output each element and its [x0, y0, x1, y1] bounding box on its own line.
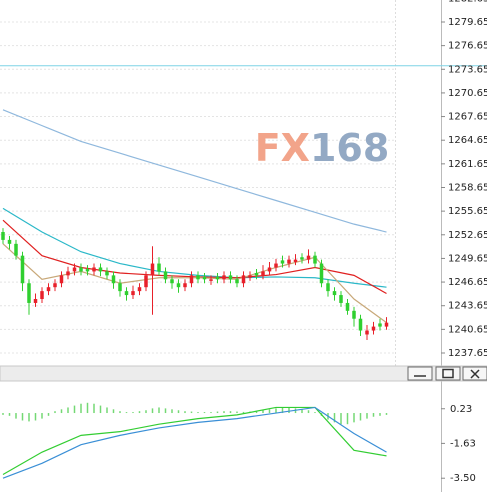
candle-body — [46, 287, 51, 292]
candle-body — [163, 271, 168, 280]
candle-body — [254, 273, 259, 276]
candle-body — [176, 283, 181, 288]
candle-body — [118, 283, 122, 292]
y-tick-label: 1249.65 — [448, 253, 487, 264]
y-tick-label: 1255.65 — [448, 206, 487, 217]
y-tick-label: 1237.65 — [448, 348, 487, 359]
candle-body — [267, 267, 272, 272]
candle-body — [1, 232, 5, 240]
y-tick-label: 1246.65 — [448, 277, 487, 288]
ma-line — [2, 406, 387, 479]
candle-body — [92, 267, 96, 272]
candle-body — [150, 263, 155, 276]
candle-body — [365, 330, 369, 335]
candle-body — [105, 271, 109, 276]
y-tick-label: 1276.65 — [448, 41, 487, 52]
ma-line — [2, 406, 387, 476]
candle-body — [20, 255, 25, 284]
candle-body — [241, 275, 246, 284]
y-tick-label: 1264.65 — [448, 135, 487, 146]
candle-body — [300, 257, 304, 260]
candle-body — [287, 259, 291, 264]
y-tick-label: 1252.65 — [448, 230, 487, 241]
macd-plot — [2, 402, 388, 479]
candle-body — [293, 259, 298, 262]
price-panel: 1282.65 1279.65 1276.65 1273.65 1270.65 1267.… — [0, 0, 487, 359]
candle-body — [358, 318, 363, 331]
watermark: FX168 — [255, 126, 390, 170]
ma-line — [2, 109, 387, 233]
y-tick-label: 1270.65 — [448, 88, 487, 99]
candle-body — [306, 255, 311, 260]
candle-body — [144, 275, 148, 288]
candle-body — [313, 255, 317, 264]
candle-body — [72, 267, 77, 272]
watermark-prefix: FX — [255, 126, 310, 170]
candle-body — [85, 269, 90, 272]
panel-bar — [0, 365, 487, 382]
candle-body — [378, 323, 382, 327]
watermark-suffix: 168 — [310, 126, 389, 170]
candle-body — [215, 276, 220, 280]
y-tick-label: 1279.65 — [448, 17, 487, 28]
candle-body — [332, 291, 337, 296]
y-tick-label: 1261.65 — [448, 159, 487, 170]
y-tick-label: -3.50 — [450, 473, 476, 484]
candle-body — [59, 275, 64, 284]
candle-body — [371, 326, 376, 331]
candle-body — [274, 263, 278, 268]
candle-body — [326, 283, 330, 292]
candle-body — [202, 276, 207, 280]
candle-body — [384, 322, 389, 327]
candle-body — [157, 263, 161, 272]
candle-body — [124, 291, 129, 296]
maximize-button[interactable] — [435, 366, 461, 381]
candle-body — [53, 283, 57, 288]
candle-body — [235, 279, 239, 284]
candle-body — [261, 271, 265, 276]
y-tick-label: 1282.65 — [448, 0, 487, 4]
candle-body — [280, 260, 285, 264]
candle-body — [27, 283, 31, 303]
candle-body — [345, 302, 350, 311]
candle-body — [98, 267, 103, 272]
candle-body — [319, 263, 324, 284]
candle-body — [352, 310, 356, 319]
candle-body — [209, 279, 213, 281]
candle-body — [248, 275, 252, 278]
minimize-button[interactable] — [407, 366, 433, 381]
candle-body — [222, 275, 226, 280]
candle-body — [196, 275, 200, 280]
candle-body — [189, 275, 194, 284]
y-tick-label: 1267.65 — [448, 112, 487, 123]
candle-body — [170, 279, 174, 284]
y-tick-label: 1243.65 — [448, 301, 487, 312]
candle-body — [137, 287, 142, 292]
candle-body — [14, 243, 18, 256]
candle-body — [79, 267, 83, 272]
candle-body — [33, 299, 38, 303]
candle-body — [7, 239, 12, 244]
candle-body — [339, 295, 343, 303]
y-tick-label: 1240.65 — [448, 324, 487, 335]
y-tick-label: -1.63 — [450, 438, 476, 449]
y-tick-label: 1273.65 — [448, 64, 487, 75]
candle-body — [131, 291, 135, 296]
candle-body — [183, 283, 187, 288]
candle-body — [228, 275, 233, 280]
y-tick-label: 1258.65 — [448, 182, 487, 193]
candle-body — [40, 291, 44, 300]
candle-body — [66, 271, 70, 276]
price-plot: FX168 — [1, 109, 390, 340]
y-tick-label: 0.23 — [450, 404, 472, 415]
candle-body — [111, 275, 116, 284]
macd-panel: 0.23 -1.63 -3.50 — [441, 404, 476, 484]
